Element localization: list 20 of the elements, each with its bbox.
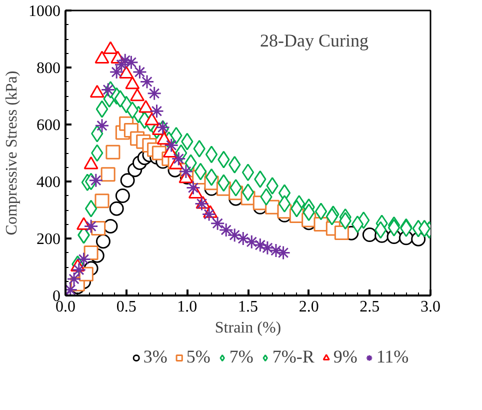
legend-label: 7%-R — [272, 346, 314, 368]
legend-label: 5% — [186, 346, 210, 368]
y-tick-label: 400 — [36, 174, 60, 191]
x-tick-label: 1.5 — [238, 298, 258, 316]
legend-label: 9% — [333, 346, 358, 368]
x-tick-label: 2.0 — [298, 298, 319, 316]
x-tick-label: 1.0 — [177, 298, 198, 316]
legend-label: 7% — [229, 346, 254, 368]
x-tick-label: 2.5 — [360, 298, 380, 316]
legend-label: 11% — [376, 346, 409, 368]
y-tick-label: 1000 — [28, 3, 60, 20]
x-axis-title: Strain (%) — [214, 320, 282, 336]
annotation: 28-Day Curing — [260, 30, 368, 50]
x-tick-label: 0.5 — [116, 298, 136, 316]
x-tick-label: 3.0 — [420, 298, 440, 316]
y-tick-label: 200 — [36, 231, 60, 248]
legend-label: 3% — [143, 346, 168, 368]
y-axis-title: Compressive Stress (kPa) — [4, 70, 20, 236]
y-tick-label: 800 — [36, 60, 60, 77]
y-tick-label: 600 — [36, 117, 60, 134]
